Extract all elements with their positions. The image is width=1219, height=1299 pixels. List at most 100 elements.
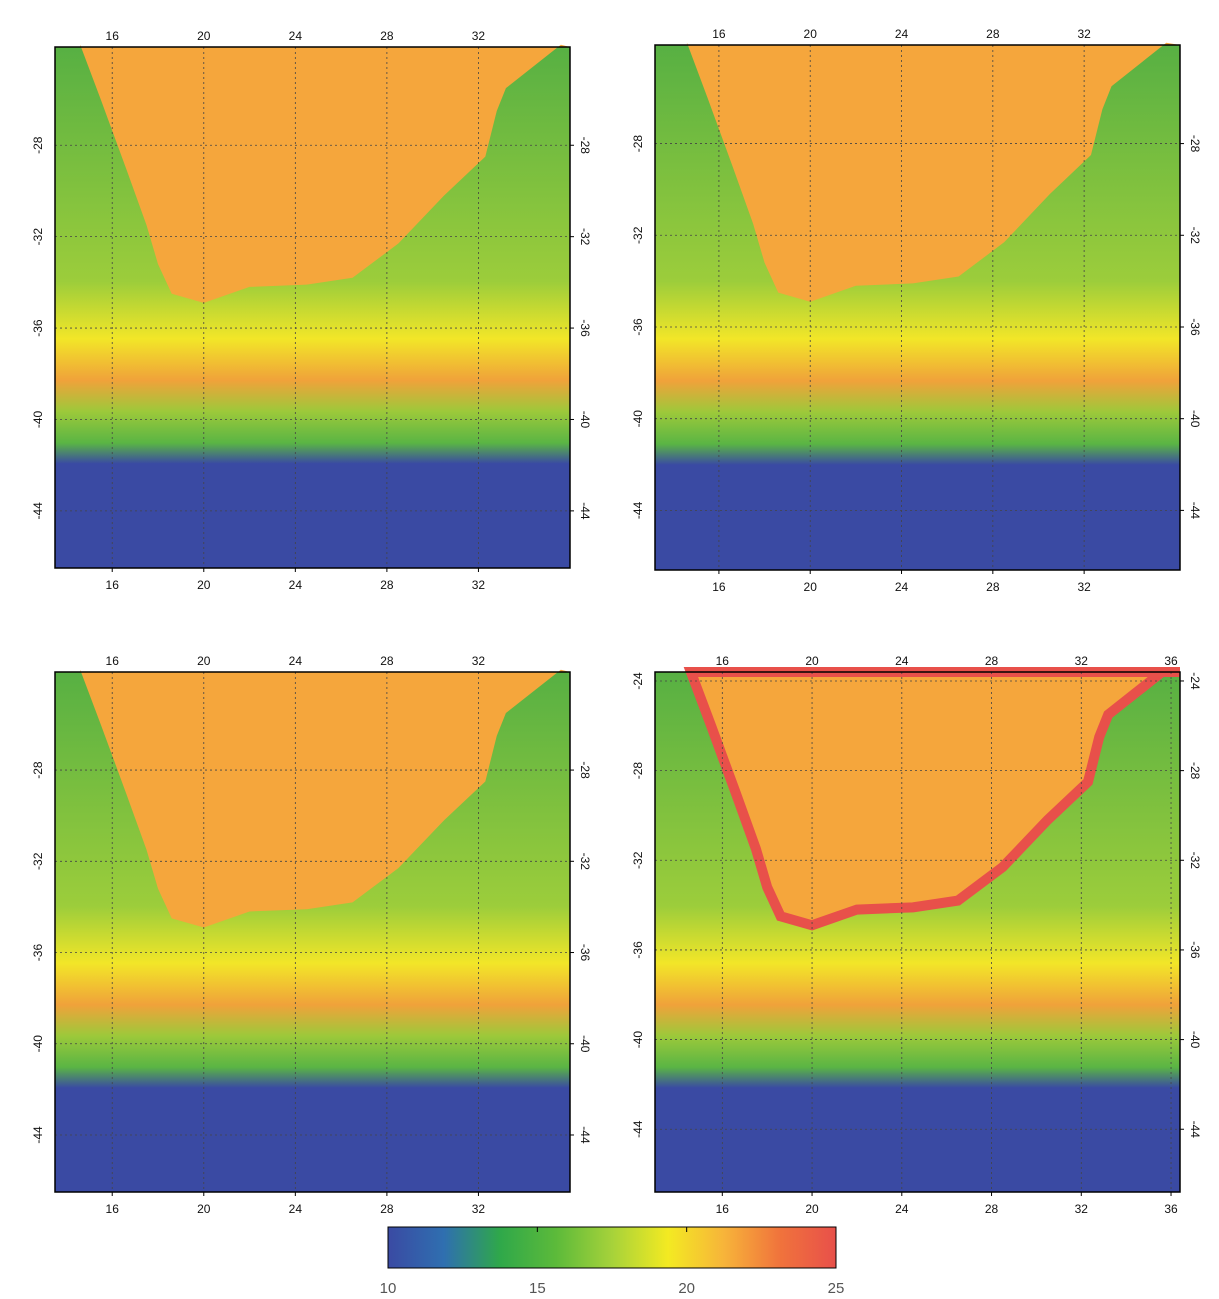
colorbar (387, 1226, 837, 1269)
y-tick-label: -32 (578, 853, 592, 871)
y-tick-label: -28 (631, 135, 645, 153)
y-tick-label: -24 (1188, 672, 1202, 690)
colorbar-label: 10 (380, 1280, 397, 1297)
x-tick-label: 28 (380, 654, 394, 668)
y-tick-label: -32 (578, 228, 592, 246)
x-tick-label: 20 (197, 654, 211, 668)
x-tick-label: 24 (895, 580, 909, 594)
y-tick-label: -28 (1188, 135, 1202, 153)
y-tick-label: -36 (31, 944, 45, 962)
y-tick-label: -36 (1188, 318, 1202, 336)
map-frame (654, 44, 1181, 571)
x-tick-label: 32 (472, 578, 486, 592)
y-tick-label: -32 (631, 226, 645, 244)
y-tick-label: -40 (578, 1035, 592, 1053)
x-tick-label: 16 (716, 1202, 730, 1216)
y-tick-label: -32 (631, 851, 645, 869)
x-tick-label: 20 (804, 580, 818, 594)
y-tick-label: -32 (1188, 227, 1202, 245)
x-tick-label: 24 (289, 1202, 303, 1216)
y-tick-label: -44 (578, 1126, 592, 1144)
x-tick-label: 36 (1164, 1202, 1178, 1216)
y-tick-label: -44 (631, 1120, 645, 1138)
x-tick-label: 16 (106, 29, 120, 43)
x-tick-label: 28 (380, 578, 394, 592)
y-tick-label: -32 (31, 852, 45, 870)
y-tick-label: -40 (31, 410, 45, 428)
x-tick-label: 28 (985, 654, 999, 668)
y-tick-label: -44 (578, 502, 592, 520)
y-tick-label: -28 (578, 137, 592, 155)
y-tick-label: -24 (631, 672, 645, 690)
x-tick-label: 16 (712, 27, 726, 41)
x-tick-label: 32 (1077, 580, 1091, 594)
x-tick-label: 20 (197, 29, 211, 43)
x-tick-label: 32 (1075, 1202, 1089, 1216)
y-tick-label: -44 (631, 501, 645, 519)
y-tick-label: -44 (1188, 1121, 1202, 1139)
y-tick-label: -28 (631, 762, 645, 780)
map-frame (654, 671, 1181, 1193)
y-tick-label: -44 (1188, 502, 1202, 520)
y-tick-label: -36 (631, 941, 645, 959)
x-tick-label: 24 (289, 578, 303, 592)
x-tick-label: 28 (380, 1202, 394, 1216)
y-tick-label: -40 (578, 411, 592, 429)
x-tick-label: 16 (716, 654, 730, 668)
x-tick-label: 16 (712, 580, 726, 594)
x-tick-label: 28 (380, 29, 394, 43)
map-frame (54, 671, 571, 1193)
y-tick-label: -28 (31, 761, 45, 779)
y-tick-label: -44 (31, 502, 45, 520)
y-tick-label: -36 (578, 319, 592, 337)
y-tick-label: -40 (631, 1031, 645, 1049)
x-tick-label: 24 (289, 29, 303, 43)
x-tick-label: 32 (472, 29, 486, 43)
x-tick-label: 20 (197, 578, 211, 592)
x-tick-label: 32 (472, 1202, 486, 1216)
x-tick-label: 32 (472, 654, 486, 668)
land (686, 42, 1180, 302)
map-panel: 16 20 24 28 32 36 16 20 24 28 32 36 -24 -28 -32 -36 -40 -… (631, 654, 1202, 1216)
x-tick-label: 20 (197, 1202, 211, 1216)
colorbar-label: 25 (828, 1280, 845, 1297)
x-tick-label: 24 (289, 654, 303, 668)
y-tick-label: -40 (1188, 1031, 1202, 1049)
y-tick-label: -40 (631, 410, 645, 428)
y-tick-label: -32 (31, 228, 45, 246)
x-tick-label: 24 (895, 1202, 909, 1216)
y-tick-label: -40 (31, 1035, 45, 1053)
x-tick-label: 32 (1077, 27, 1091, 41)
land (80, 44, 570, 303)
x-tick-label: 36 (1164, 654, 1178, 668)
x-tick-label: 20 (805, 654, 819, 668)
y-tick-label: -36 (631, 318, 645, 336)
map-panel: 16 20 24 28 32 16 20 24 28 32 -28 -32 -36 -40 -44 -28 -3… (31, 654, 592, 1216)
x-tick-label: 32 (1075, 654, 1089, 668)
y-tick-label: -40 (1188, 410, 1202, 428)
x-tick-label: 28 (986, 27, 1000, 41)
colorbar-label: 20 (678, 1280, 695, 1297)
y-tick-label: -28 (578, 761, 592, 779)
map-panel: 16 20 24 28 32 16 20 24 28 32 -28 -32 -36 -40 -44 -28 -3… (31, 29, 592, 592)
y-tick-label: -36 (31, 319, 45, 337)
y-tick-label: -36 (1188, 941, 1202, 959)
x-tick-label: 24 (895, 27, 909, 41)
x-tick-label: 28 (985, 1202, 999, 1216)
x-tick-label: 16 (106, 1202, 120, 1216)
y-tick-label: -44 (31, 1126, 45, 1144)
x-tick-label: 20 (804, 27, 818, 41)
colorbar-label: 15 (529, 1280, 546, 1297)
y-tick-label: -36 (578, 944, 592, 962)
land (683, 667, 1180, 931)
y-tick-label: -32 (1188, 852, 1202, 870)
x-tick-label: 20 (805, 1202, 819, 1216)
map-panel: 16 20 24 28 32 16 20 24 28 32 -28 -32 -36 -40 -44 -28 -3… (631, 27, 1202, 594)
y-tick-label: -28 (1188, 762, 1202, 780)
land (80, 669, 570, 928)
x-tick-label: 28 (986, 580, 1000, 594)
x-tick-label: 16 (106, 578, 120, 592)
map-frame (54, 46, 571, 569)
y-tick-label: -28 (31, 136, 45, 154)
